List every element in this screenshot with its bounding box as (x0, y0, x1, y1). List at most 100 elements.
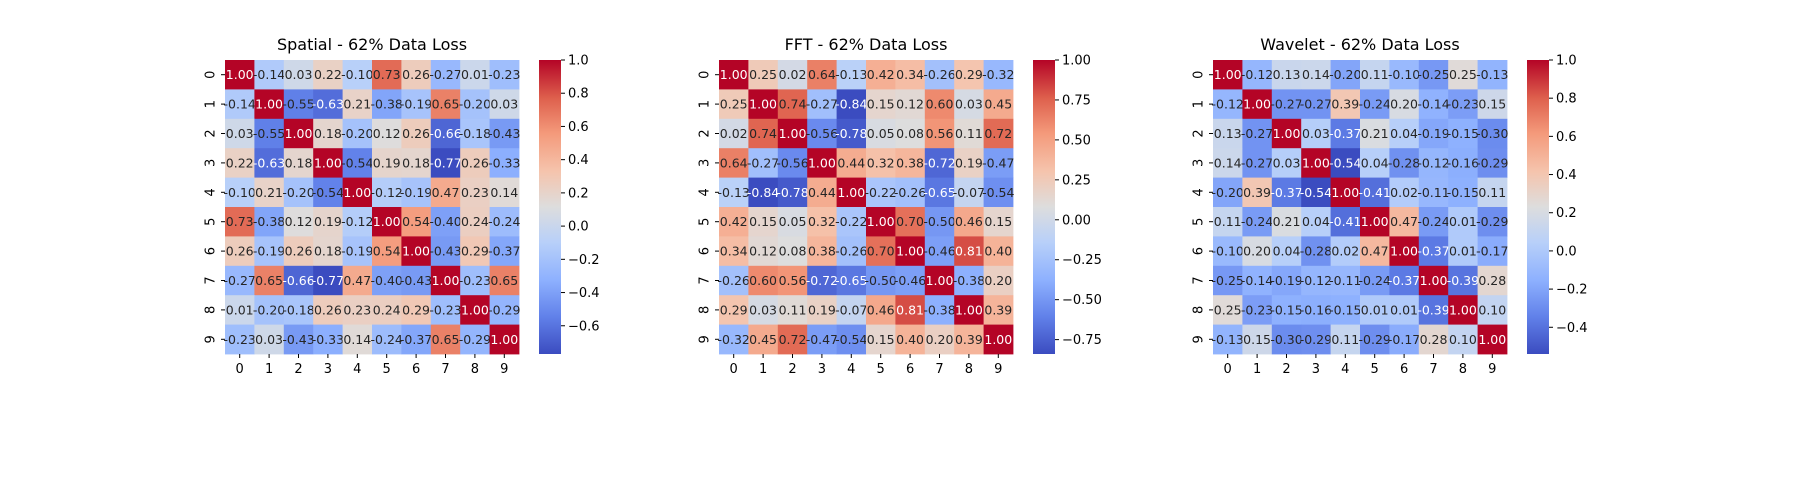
cell-value-label: 0.11 (1361, 67, 1389, 82)
cell-value-label: -0.32 (718, 332, 750, 347)
heatmap-cell (954, 295, 984, 325)
cell-value-label: -0.46 (923, 244, 955, 259)
heatmap-cell (489, 177, 520, 208)
chart-title: FFT - 62% Data Loss (785, 35, 948, 54)
colorbar-tick-label: 1.0 (568, 54, 589, 69)
heatmap-cell (1330, 295, 1361, 325)
x-tick-label: 6 (412, 362, 420, 377)
cell-value-label: 0.10 (1478, 302, 1506, 317)
cell-value-label: -0.13 (1476, 67, 1508, 82)
heatmap-cell (1330, 236, 1361, 267)
heatmap-cell (1301, 148, 1331, 178)
heatmap-cell (1477, 265, 1508, 296)
heatmap-cell (1271, 148, 1302, 178)
heatmap-cell (1418, 60, 1449, 90)
heatmap-cell (283, 236, 314, 267)
cell-value-label: 0.45 (749, 332, 777, 347)
cell-value-label: 0.03 (490, 97, 518, 112)
colorbar: −0.6 −0.4 −0.2 0.0 0.2 0.4 0.6 0.8 1.0 (539, 54, 600, 354)
cell-value-label: -0.78 (776, 185, 808, 200)
heatmap-panel-fft: FFT - 62% Data Loss 1.00 0.25 0.02 0.64 -0.1… (698, 35, 1102, 377)
cell-value-label: -0.50 (923, 214, 955, 229)
heatmap-cell (924, 265, 955, 296)
cell-value-label: -0.33 (312, 332, 344, 347)
heatmap-cell (954, 89, 984, 120)
heatmap-cell (836, 207, 867, 237)
heatmap-cell (401, 324, 432, 355)
cell-value-label: 0.81 (955, 244, 983, 259)
cell-value-label: -0.29 (1476, 214, 1508, 229)
cell-value-label: 0.12 (896, 97, 924, 112)
cell-value-label: -0.32 (982, 67, 1014, 82)
heatmap-cell (342, 324, 373, 355)
cell-value-label: -0.27 (1241, 155, 1273, 170)
y-tick-label: 7 (1192, 276, 1207, 284)
heatmap-cell (430, 148, 461, 178)
cell-value-label: 0.60 (926, 97, 954, 112)
heatmap-cell (807, 295, 837, 325)
heatmap-cell (1418, 177, 1449, 208)
cell-value-label: 0.04 (1390, 126, 1418, 141)
heatmap-cell (401, 89, 432, 120)
cell-value-label: 0.04 (1361, 155, 1389, 170)
cell-value-label: -0.20 (1212, 185, 1244, 200)
x-tick-label: 5 (1371, 362, 1379, 377)
heatmap-cell (1301, 60, 1331, 90)
heatmap-cell (1330, 148, 1361, 178)
cell-value-label: 0.03 (285, 67, 313, 82)
heatmap-cell (283, 118, 314, 149)
cell-value-label: 0.20 (1243, 244, 1271, 259)
heatmap-cell (1213, 60, 1243, 90)
cell-value-label: 0.19 (955, 155, 983, 170)
cell-value-label: 0.24 (373, 302, 401, 317)
cell-value-label: -0.65 (835, 273, 867, 288)
cell-value-label: 0.47 (343, 273, 371, 288)
heatmap-cell (1213, 118, 1243, 149)
y-tick-label: 4 (1192, 188, 1207, 196)
heatmap-cell (225, 89, 255, 120)
cell-value-label: -0.66 (429, 126, 461, 141)
heatmap-cell (401, 295, 432, 325)
cell-value-label: 0.21 (1273, 214, 1301, 229)
x-tick-label: 6 (906, 362, 914, 377)
heatmap-cell (836, 148, 867, 178)
heatmap-cell (1301, 207, 1331, 237)
colorbar-tick-label: 0.0 (568, 220, 589, 235)
heatmap-cell (1242, 236, 1273, 267)
heatmap-cell (866, 236, 896, 267)
heatmap-cell (1271, 89, 1302, 120)
heatmap-cell (777, 265, 808, 296)
cell-value-label: -0.43 (282, 332, 314, 347)
cell-value-label: -0.24 (371, 332, 403, 347)
heatmap-cell (1477, 118, 1508, 149)
cell-value-label: 0.28 (1420, 332, 1448, 347)
colorbar-tick-label: 0.50 (1062, 133, 1091, 148)
cell-value-label: 0.26 (461, 155, 489, 170)
cell-value-label: 0.20 (926, 332, 954, 347)
colorbar-tick-label: 0.25 (1062, 173, 1091, 188)
heatmap-cell (460, 207, 490, 237)
heatmap-cell (895, 265, 926, 296)
heatmap-cell (1389, 89, 1420, 120)
cell-value-label: 0.54 (402, 214, 430, 229)
colorbar-tick-label: 0.0 (1556, 244, 1577, 259)
colorbar: −0.75 −0.50 −0.25 0.00 0.25 0.50 0.75 1.00 (1033, 54, 1102, 354)
cell-value-label: -0.26 (894, 185, 926, 200)
y-axis: 0 1 2 3 4 5 6 7 8 9 (204, 71, 225, 343)
heatmap-cell (460, 118, 490, 149)
heatmap-cell (719, 148, 749, 178)
heatmap-cell (342, 295, 373, 325)
cell-value-label: 0.02 (720, 126, 748, 141)
heatmap-cell (895, 60, 926, 90)
cell-value-label: -0.13 (718, 185, 750, 200)
heatmap-cell (1330, 60, 1361, 90)
heatmap-cell (983, 324, 1014, 355)
heatmap-cell (430, 295, 461, 325)
heatmap-cell (1301, 324, 1331, 355)
heatmap-cell (342, 236, 373, 267)
heatmap-cell (866, 207, 896, 237)
heatmap-cell (342, 207, 373, 237)
heatmap-cell (1271, 236, 1302, 267)
cell-value-label: 0.11 (1331, 332, 1359, 347)
heatmap-cell (313, 89, 343, 120)
